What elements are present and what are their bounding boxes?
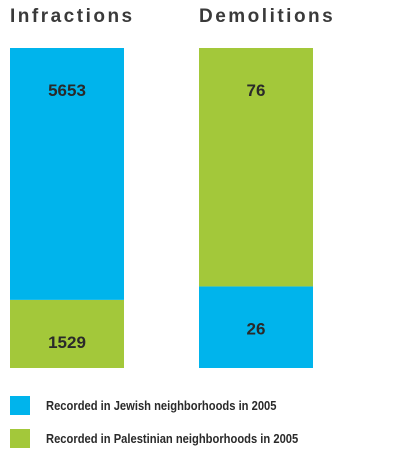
legend-item-palestinian: Recorded in Palestinian neighborhoods in… bbox=[10, 429, 339, 448]
demolitions-data-label-jewish: 26 bbox=[247, 319, 266, 338]
infractions-bar-segment-palestinian bbox=[10, 299, 124, 368]
infractions-data-label-palestinian: 1529 bbox=[48, 333, 86, 352]
legend-label-palestinian: Recorded in Palestinian neighborhoods in… bbox=[46, 431, 299, 446]
demolitions-bar-segment-jewish bbox=[199, 286, 313, 368]
legend-label-jewish: Recorded in Jewish neighborhoods in 2005 bbox=[46, 398, 277, 413]
infractions-bar-segment-jewish bbox=[10, 48, 124, 300]
legend-item-jewish: Recorded in Jewish neighborhoods in 2005 bbox=[10, 396, 314, 415]
demolitions-data-label-palestinian: 76 bbox=[247, 81, 266, 100]
legend-swatch-jewish bbox=[10, 396, 30, 415]
demolitions-bar-segment-palestinian bbox=[199, 48, 313, 287]
legend-swatch-palestinian bbox=[10, 429, 30, 448]
infractions-data-label-jewish: 5653 bbox=[48, 81, 86, 100]
demolitions-chart-title: Demolitions bbox=[199, 6, 336, 27]
infractions-chart-title: Infractions bbox=[10, 6, 135, 27]
